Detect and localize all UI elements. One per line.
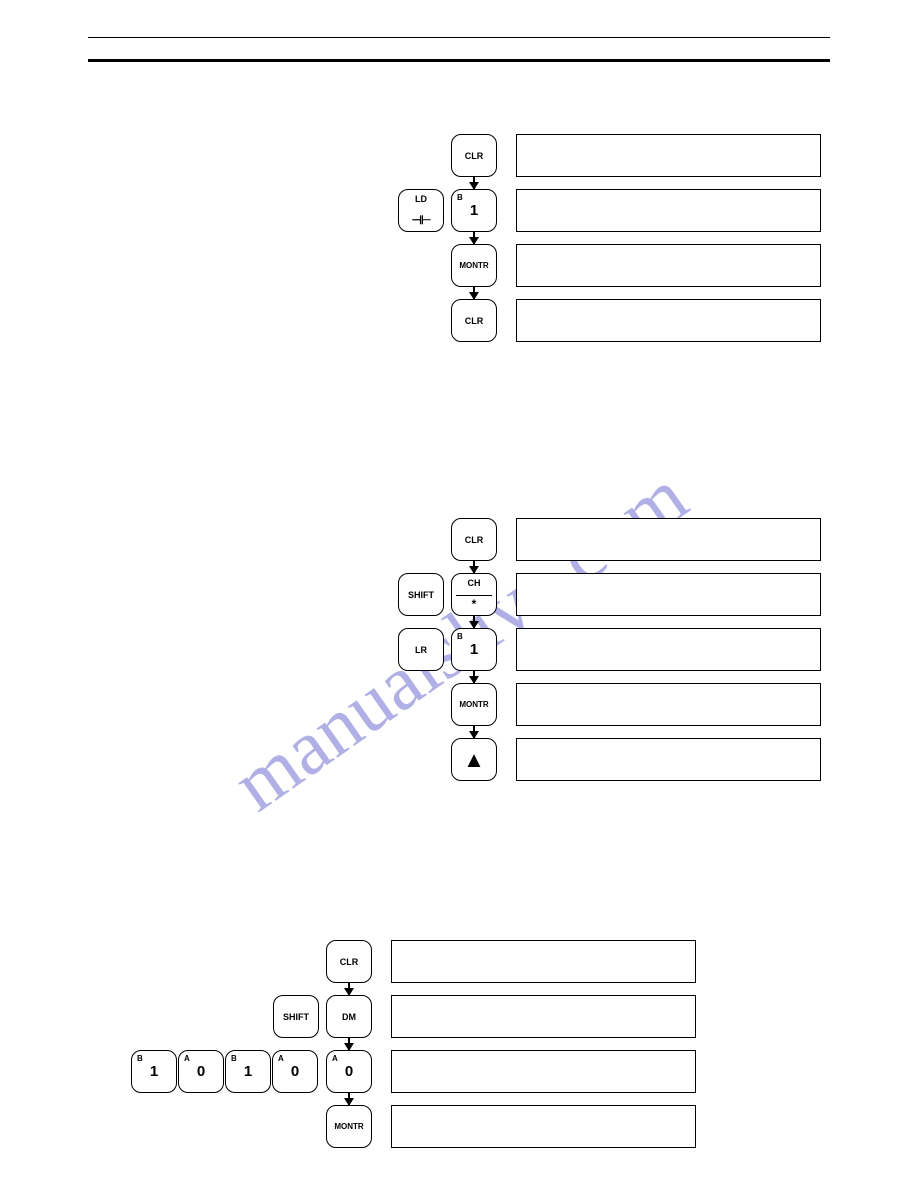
key-clr[interactable]: CLR	[451, 299, 497, 342]
key-ld[interactable]: LD ⊣⊢	[398, 189, 444, 232]
key-lr[interactable]: LR	[398, 628, 444, 671]
key-label: CLR	[465, 151, 484, 161]
flow-arrow	[473, 232, 475, 244]
key-clr[interactable]: CLR	[326, 940, 372, 983]
key-main: 1	[244, 1063, 252, 1080]
page: manualslive.com CLR LD ⊣⊢ B 1 MONTR CLR …	[0, 0, 918, 1188]
lcd-display	[516, 738, 821, 781]
key-a0[interactable]: A 0	[178, 1050, 224, 1093]
ld-icon: ⊣⊢	[399, 213, 443, 227]
key-a0[interactable]: A 0	[326, 1050, 372, 1093]
key-label: LD	[399, 194, 443, 204]
lcd-display	[516, 628, 821, 671]
key-label: SHIFT	[283, 1012, 309, 1022]
key-b1[interactable]: B 1	[451, 628, 497, 671]
key-label: DM	[342, 1012, 356, 1022]
key-clr[interactable]: CLR	[451, 518, 497, 561]
key-montr[interactable]: MONTR	[451, 683, 497, 726]
key-main: 1	[150, 1063, 158, 1080]
flow-arrow	[348, 1038, 350, 1050]
flow-arrow	[473, 616, 475, 628]
flow-arrow	[473, 671, 475, 683]
key-label: SHIFT	[408, 590, 434, 600]
key-a0[interactable]: A 0	[272, 1050, 318, 1093]
flow-arrow	[473, 287, 475, 299]
key-label: MONTR	[459, 261, 488, 270]
key-main: 0	[197, 1063, 205, 1080]
key-b1[interactable]: B 1	[131, 1050, 177, 1093]
key-shift[interactable]: SHIFT	[398, 573, 444, 616]
key-main: 1	[470, 202, 478, 219]
key-label: CLR	[465, 316, 484, 326]
key-main: 0	[345, 1063, 353, 1080]
key-ch-star[interactable]: CH *	[451, 573, 497, 616]
lcd-display	[516, 683, 821, 726]
lcd-display	[391, 1050, 696, 1093]
key-sup: B	[137, 1054, 143, 1063]
key-up[interactable]: ▲	[451, 738, 497, 781]
lcd-display	[391, 1105, 696, 1148]
lcd-display	[516, 134, 821, 177]
key-label: MONTR	[459, 700, 488, 709]
flow-arrow	[473, 177, 475, 189]
key-label: CLR	[340, 957, 359, 967]
lcd-display	[516, 299, 821, 342]
key-clr[interactable]: CLR	[451, 134, 497, 177]
key-montr[interactable]: MONTR	[451, 244, 497, 287]
key-top: CH	[452, 578, 496, 588]
arrow-up-icon: ▲	[463, 749, 485, 771]
lcd-display	[391, 940, 696, 983]
key-shift[interactable]: SHIFT	[273, 995, 319, 1038]
key-sup: A	[278, 1054, 284, 1063]
key-main: 1	[470, 641, 478, 658]
flow-arrow	[473, 726, 475, 738]
flow-arrow	[473, 561, 475, 573]
key-main: 0	[291, 1063, 299, 1080]
key-sup: B	[457, 632, 463, 641]
rule-thin	[88, 37, 830, 38]
key-bot: *	[452, 597, 496, 611]
key-label: LR	[415, 645, 427, 655]
key-sup: B	[231, 1054, 237, 1063]
flow-arrow	[348, 1093, 350, 1105]
key-label: MONTR	[334, 1122, 363, 1131]
lcd-display	[516, 573, 821, 616]
lcd-display	[391, 995, 696, 1038]
key-b1[interactable]: B 1	[225, 1050, 271, 1093]
key-sup: A	[184, 1054, 190, 1063]
lcd-display	[516, 244, 821, 287]
key-label: CLR	[465, 535, 484, 545]
key-b1[interactable]: B 1	[451, 189, 497, 232]
key-dm[interactable]: DM	[326, 995, 372, 1038]
key-sup: A	[332, 1054, 338, 1063]
key-divider	[456, 595, 492, 596]
lcd-display	[516, 189, 821, 232]
key-montr[interactable]: MONTR	[326, 1105, 372, 1148]
flow-arrow	[348, 983, 350, 995]
key-sup: B	[457, 193, 463, 202]
lcd-display	[516, 518, 821, 561]
rule-thick	[88, 59, 830, 62]
